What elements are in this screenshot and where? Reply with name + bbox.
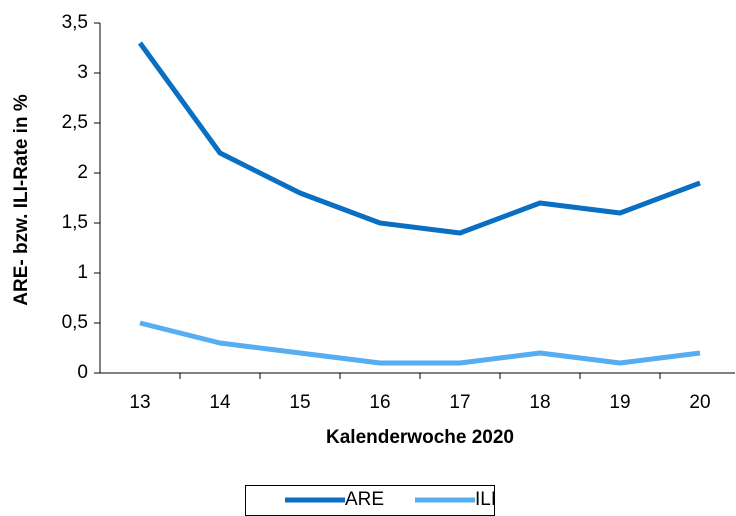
- y-axis-label: ARE- bzw. ILI-Rate in %: [11, 94, 32, 306]
- x-axis-label: Kalenderwoche 2020: [326, 427, 514, 448]
- legend-label: ILI: [475, 489, 496, 510]
- legend-label: ARE: [345, 489, 384, 510]
- x-tick-label: 17: [449, 392, 470, 413]
- x-tick-label: 20: [689, 392, 710, 413]
- y-tick-label: 1,5: [62, 212, 88, 233]
- x-tick-label: 19: [609, 392, 630, 413]
- x-tick-label: 18: [529, 392, 550, 413]
- y-tick-label: 3: [77, 62, 88, 83]
- y-tick-label: 2,5: [62, 112, 88, 133]
- y-tick-label: 1: [77, 262, 88, 283]
- x-tick-label: 15: [289, 392, 310, 413]
- y-tick-label: 2: [77, 162, 88, 183]
- y-tick-label: 3,5: [62, 12, 88, 33]
- x-tick-label: 16: [369, 392, 390, 413]
- line-series: [139, 320, 701, 366]
- x-tick-label: 14: [209, 392, 231, 413]
- line-series: [137, 41, 701, 236]
- x-tick-label: 13: [129, 392, 150, 413]
- y-tick-label: 0: [77, 362, 88, 383]
- y-tick-label: 0,5: [62, 312, 88, 333]
